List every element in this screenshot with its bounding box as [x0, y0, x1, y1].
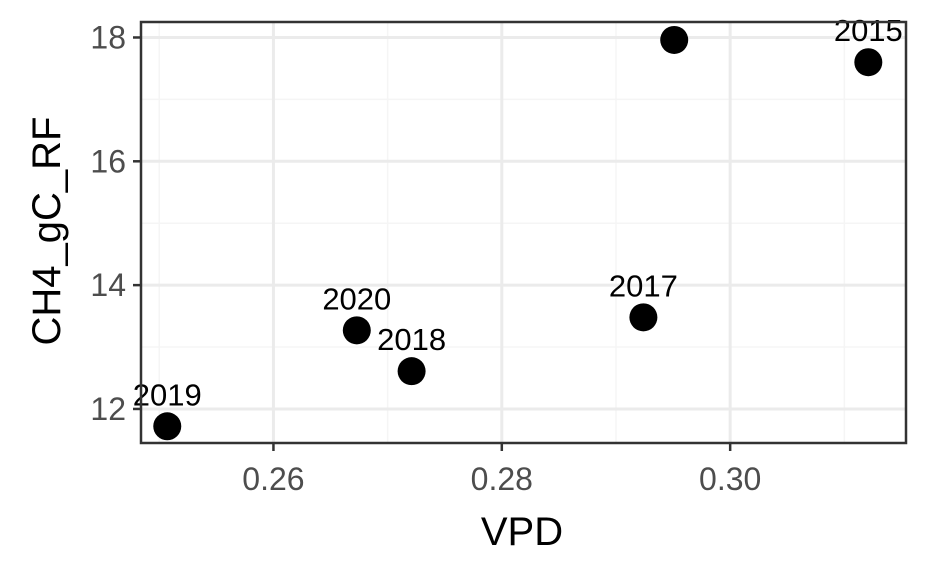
data-point: [397, 357, 426, 386]
data-point: [629, 303, 658, 332]
data-point: [854, 48, 883, 77]
point-label: 2015: [834, 13, 903, 48]
point-label: 2017: [609, 268, 678, 303]
grid-layer: [141, 22, 906, 443]
y-tick-label: 16: [90, 143, 126, 179]
x-axis-title: VPD: [481, 510, 563, 554]
y-tick-label: 14: [90, 267, 126, 303]
point-label: 2019: [133, 377, 202, 412]
panel-border: [139, 20, 908, 445]
panel-background: [141, 22, 906, 443]
point-label: 2020: [322, 281, 391, 316]
data-point: [153, 412, 182, 441]
data-point: [342, 316, 371, 345]
y-axis-title: CH4_gC_RF: [25, 117, 69, 346]
axis-layer: 0.26 0.28 0.30 12 14 16 18: [90, 19, 908, 497]
y-tick-label: 18: [90, 19, 126, 55]
data-point: [660, 25, 689, 54]
y-tick-label: 12: [90, 391, 126, 427]
x-tick-label: 0.30: [699, 461, 761, 497]
point-label: 2018: [377, 322, 446, 357]
x-tick-label: 0.28: [471, 461, 533, 497]
points-layer: [153, 25, 883, 441]
x-tick-label: 0.26: [242, 461, 304, 497]
point-label-layer: 2019 2020 2018 2017 2015: [133, 13, 903, 412]
